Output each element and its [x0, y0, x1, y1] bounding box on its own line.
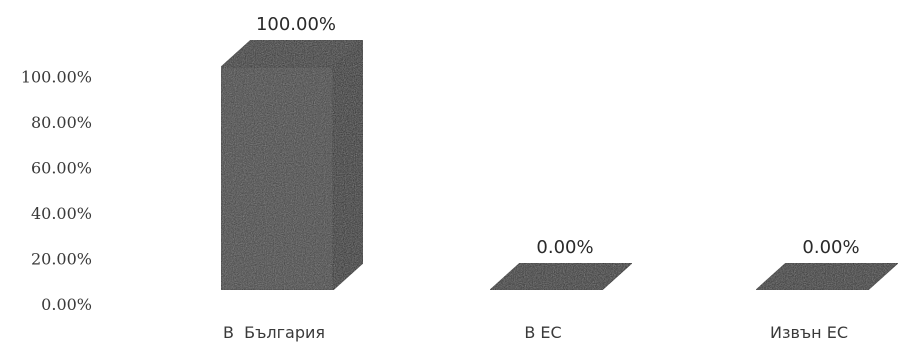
y-tick-label: 100.00% — [21, 68, 92, 87]
bar-2 — [488, 262, 634, 291]
bar-3 — [754, 262, 900, 291]
x-axis-category-labels: В България В ЕС Извън ЕС — [223, 323, 848, 342]
y-axis-tick-labels: 0.00% 20.00% 40.00% 60.00% 80.00% 100.00% — [21, 68, 92, 315]
y-tick-label: 0.00% — [41, 295, 92, 314]
x-category-label: Извън ЕС — [770, 323, 848, 342]
x-category-label: В България — [223, 323, 325, 342]
data-label: 0.00% — [536, 237, 593, 258]
y-tick-label: 40.00% — [31, 204, 92, 223]
bar-1 — [219, 38, 365, 292]
bar-side-face — [332, 38, 364, 292]
data-label: 100.00% — [256, 14, 336, 35]
x-category-label: В ЕС — [524, 323, 561, 342]
data-label: 0.00% — [802, 237, 859, 258]
y-tick-label: 20.00% — [31, 250, 92, 269]
y-tick-label: 80.00% — [31, 113, 92, 132]
bar-top-face — [488, 262, 634, 291]
bar-front-face — [220, 66, 334, 291]
y-tick-label: 60.00% — [31, 159, 92, 178]
bar-top-face — [754, 262, 900, 291]
bars — [219, 38, 900, 292]
data-labels: 100.00% 0.00% 0.00% — [256, 14, 860, 258]
